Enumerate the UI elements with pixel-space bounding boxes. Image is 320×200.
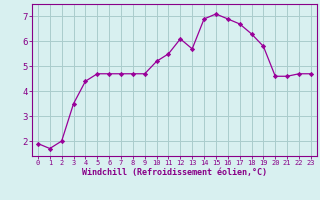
X-axis label: Windchill (Refroidissement éolien,°C): Windchill (Refroidissement éolien,°C): [82, 168, 267, 177]
